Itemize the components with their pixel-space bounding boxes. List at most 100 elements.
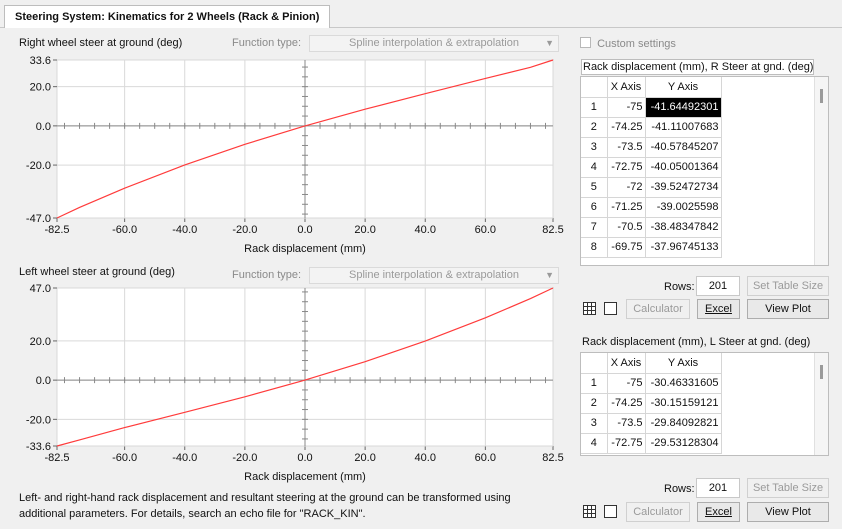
custom-settings-checkbox[interactable]: Custom settings	[580, 37, 676, 51]
y-cell[interactable]: -37.96745133	[644, 236, 722, 258]
chart-left-y-tick-label: 47.0	[30, 283, 51, 295]
row-number: 8	[581, 236, 608, 258]
table-right-rows-label: Rows:	[664, 281, 695, 293]
y-cell[interactable]: -29.53128304	[644, 432, 722, 454]
x-cell[interactable]: -71.25	[606, 196, 646, 218]
chart-left-x-tick-label: 40.0	[415, 452, 436, 464]
chart-right-x-tick-label: 40.0	[415, 224, 436, 236]
plot-right-function-type-select[interactable]: Spline interpolation & extrapolation ▼	[309, 35, 559, 52]
table-row[interactable]: 5 -72 -39.52472734	[581, 176, 722, 198]
table-left-grid[interactable]: X Axis Y Axis 1 -75 -30.46331605 2 -74.25 -30…	[580, 352, 829, 456]
row-number: 2	[581, 116, 608, 138]
col-header-y[interactable]: Y Axis	[644, 353, 722, 374]
tab-steering-kinematics[interactable]: Steering System: Kinematics for 2 Wheels…	[4, 5, 331, 29]
table-right-excel-button[interactable]: Excel	[697, 299, 740, 319]
y-cell[interactable]: -40.05001364	[644, 156, 722, 178]
table-left-set-table-size-button[interactable]: Set Table Size	[747, 478, 829, 498]
table-row[interactable]: 4 -72.75 -29.53128304	[581, 432, 722, 454]
x-cell[interactable]: -75	[606, 372, 646, 394]
plot-left-function-type-label: Function type:	[232, 269, 302, 281]
chart-left-x-tick-label: 20.0	[354, 452, 375, 464]
chart-right-x-tick-label: -82.5	[44, 224, 69, 236]
table-right-set-table-size-button[interactable]: Set Table Size	[747, 276, 829, 296]
y-cell[interactable]: -40.57845207	[644, 136, 722, 158]
x-cell[interactable]: -73.5	[606, 412, 646, 434]
table-row[interactable]: 1 -75 -30.46331605	[581, 372, 722, 394]
chart-right-x-tick-label: 82.5	[542, 224, 563, 236]
y-cell[interactable]: -39.0025598	[644, 196, 722, 218]
chart-right-x-axis-label: Rack displacement (mm)	[244, 243, 366, 255]
note-line-2: additional parameters. For details, sear…	[19, 508, 366, 520]
chart-left-x-tick-label: -82.5	[44, 452, 69, 464]
table-left-grid-icon[interactable]	[583, 505, 596, 521]
chart-right-y-tick-label: -47.0	[26, 213, 51, 225]
table-right-grid-icon[interactable]	[583, 302, 596, 318]
plot-left-function-type-select[interactable]: Spline interpolation & extrapolation ▼	[309, 267, 559, 284]
y-cell[interactable]: -41.11007683	[644, 116, 722, 138]
x-cell[interactable]: -73.5	[606, 136, 646, 158]
chevron-down-icon: ▼	[545, 38, 554, 48]
table-row[interactable]: 6 -71.25 -39.0025598	[581, 196, 722, 218]
y-cell[interactable]: -30.15159121	[644, 392, 722, 414]
y-cell[interactable]: -30.46331605	[644, 372, 722, 394]
table-right-calculator-button[interactable]: Calculator	[626, 299, 690, 319]
chart-left-x-tick-label: -60.0	[112, 452, 137, 464]
corner-cell	[581, 353, 608, 374]
col-header-x[interactable]: X Axis	[606, 353, 646, 374]
table-row[interactable]: 3 -73.5 -29.84092821	[581, 412, 722, 434]
x-cell[interactable]: -72.75	[606, 156, 646, 178]
table-right-view-plot-button[interactable]: View Plot	[747, 299, 829, 319]
col-header-y[interactable]: Y Axis	[644, 77, 722, 98]
x-cell[interactable]: -72.75	[606, 432, 646, 454]
table-left-excel-button[interactable]: Excel	[697, 502, 740, 522]
table-left-rows-input[interactable]: 201	[696, 478, 740, 498]
x-cell[interactable]: -70.5	[606, 216, 646, 238]
row-number: 6	[581, 196, 608, 218]
x-cell[interactable]: -75	[606, 96, 646, 118]
table-right-blank-icon[interactable]	[604, 302, 617, 318]
chart-left-x-axis-label: Rack displacement (mm)	[244, 471, 366, 483]
row-number: 3	[581, 136, 608, 158]
table-left-caption: Rack displacement (mm), L Steer at gnd. …	[582, 336, 811, 348]
chart-right-y-tick-label: 0.0	[36, 121, 51, 133]
y-cell[interactable]: -29.84092821	[644, 412, 722, 434]
chevron-down-icon: ▼	[545, 270, 554, 280]
table-right-rows-input[interactable]: 201	[696, 276, 740, 296]
table-right-scrollbar[interactable]	[814, 77, 828, 265]
x-cell[interactable]: -72	[606, 176, 646, 198]
chart-right-y-tick-label: 20.0	[30, 82, 51, 94]
x-cell[interactable]: -74.25	[606, 392, 646, 414]
y-cell[interactable]: -38.48347842	[644, 216, 722, 238]
table-row[interactable]: 7 -70.5 -38.48347842	[581, 216, 722, 238]
plot-left-function-type-value: Spline interpolation & extrapolation	[348, 269, 519, 281]
chart-left-x-tick-label: -40.0	[172, 452, 197, 464]
table-left-blank-icon[interactable]	[604, 505, 617, 521]
table-row[interactable]: 1 -75 -41.64492301	[581, 96, 722, 118]
chart-left-steer: -82.5 -60.0 -40.0 -20.0 0.0 20.0 40.0 60.0 82.5 4…	[26, 283, 564, 483]
table-left-view-plot-button[interactable]: View Plot	[747, 502, 829, 522]
plot-right-function-type-label: Function type:	[232, 37, 302, 49]
table-left-scrollbar[interactable]	[814, 353, 828, 455]
y-cell[interactable]: -39.52472734	[644, 176, 722, 198]
table-right-caption: Rack displacement (mm), R Steer at gnd. …	[581, 59, 814, 75]
chart-right-x-tick-label: -40.0	[172, 224, 197, 236]
chart-right-series-line	[56, 59, 554, 219]
row-number: 4	[581, 432, 608, 454]
scrollbar-thumb[interactable]	[820, 89, 823, 103]
table-row[interactable]: 8 -69.75 -37.96745133	[581, 236, 722, 258]
table-row[interactable]: 2 -74.25 -41.11007683	[581, 116, 722, 138]
table-row[interactable]: 3 -73.5 -40.57845207	[581, 136, 722, 158]
plot-left-title: Left wheel steer at ground (deg)	[19, 266, 175, 278]
row-number: 3	[581, 412, 608, 434]
x-cell[interactable]: -74.25	[606, 116, 646, 138]
table-right-grid[interactable]: X Axis Y Axis 1 -75 -41.64492301 2 -74.25 -41…	[580, 76, 829, 266]
y-cell[interactable]: -41.64492301	[644, 96, 722, 118]
col-header-x[interactable]: X Axis	[606, 77, 646, 98]
tab-bar: Steering System: Kinematics for 2 Wheels…	[0, 0, 842, 29]
x-cell[interactable]: -69.75	[606, 236, 646, 258]
table-left-rows-label: Rows:	[664, 483, 695, 495]
table-row[interactable]: 4 -72.75 -40.05001364	[581, 156, 722, 178]
table-left-calculator-button[interactable]: Calculator	[626, 502, 690, 522]
scrollbar-thumb[interactable]	[820, 365, 823, 379]
table-row[interactable]: 2 -74.25 -30.15159121	[581, 392, 722, 414]
